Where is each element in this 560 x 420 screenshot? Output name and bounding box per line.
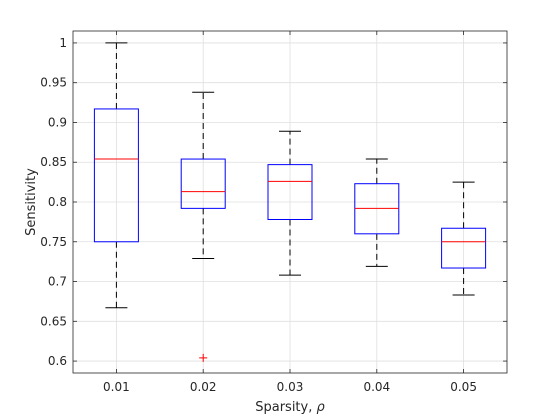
box bbox=[267, 164, 313, 220]
x-tick-label: 0.03 bbox=[277, 380, 304, 394]
boxes bbox=[93, 42, 487, 362]
y-tick-label: 0.95 bbox=[40, 76, 67, 90]
x-tick-label: 0.05 bbox=[450, 380, 477, 394]
y-tick-label: 0.6 bbox=[48, 354, 67, 368]
y-tick-label: 0.75 bbox=[40, 235, 67, 249]
y-tick-label: 0.85 bbox=[40, 155, 67, 169]
x-tick-label: 0.04 bbox=[363, 380, 390, 394]
grid-lines bbox=[73, 31, 507, 373]
box bbox=[93, 108, 139, 243]
y-tick-label: 0.65 bbox=[40, 314, 67, 328]
ticks: 0.6 0.65 0.7 0.75 0.8 0.85 0.9 0.95 1 0.01 0.02 0.0… bbox=[40, 31, 507, 394]
box-group bbox=[441, 181, 487, 296]
box-group bbox=[93, 42, 139, 309]
box bbox=[180, 158, 226, 209]
outlier-marker bbox=[199, 353, 208, 362]
box-group bbox=[267, 130, 313, 276]
box bbox=[441, 227, 487, 269]
y-tick-label: 0.9 bbox=[48, 115, 67, 129]
rho-symbol: ρ bbox=[317, 400, 326, 415]
y-tick-label: 0.8 bbox=[48, 195, 67, 209]
box-group bbox=[354, 158, 400, 267]
y-tick-label: 0.7 bbox=[48, 275, 67, 289]
x-tick-label: 0.01 bbox=[103, 380, 130, 394]
box-group bbox=[180, 91, 226, 362]
y-axis-label: Sensitivity bbox=[24, 168, 39, 236]
y-tick-label: 1 bbox=[59, 36, 67, 50]
x-axis-label: Sparsity, ρ bbox=[255, 400, 325, 415]
x-tick-label: 0.02 bbox=[190, 380, 217, 394]
